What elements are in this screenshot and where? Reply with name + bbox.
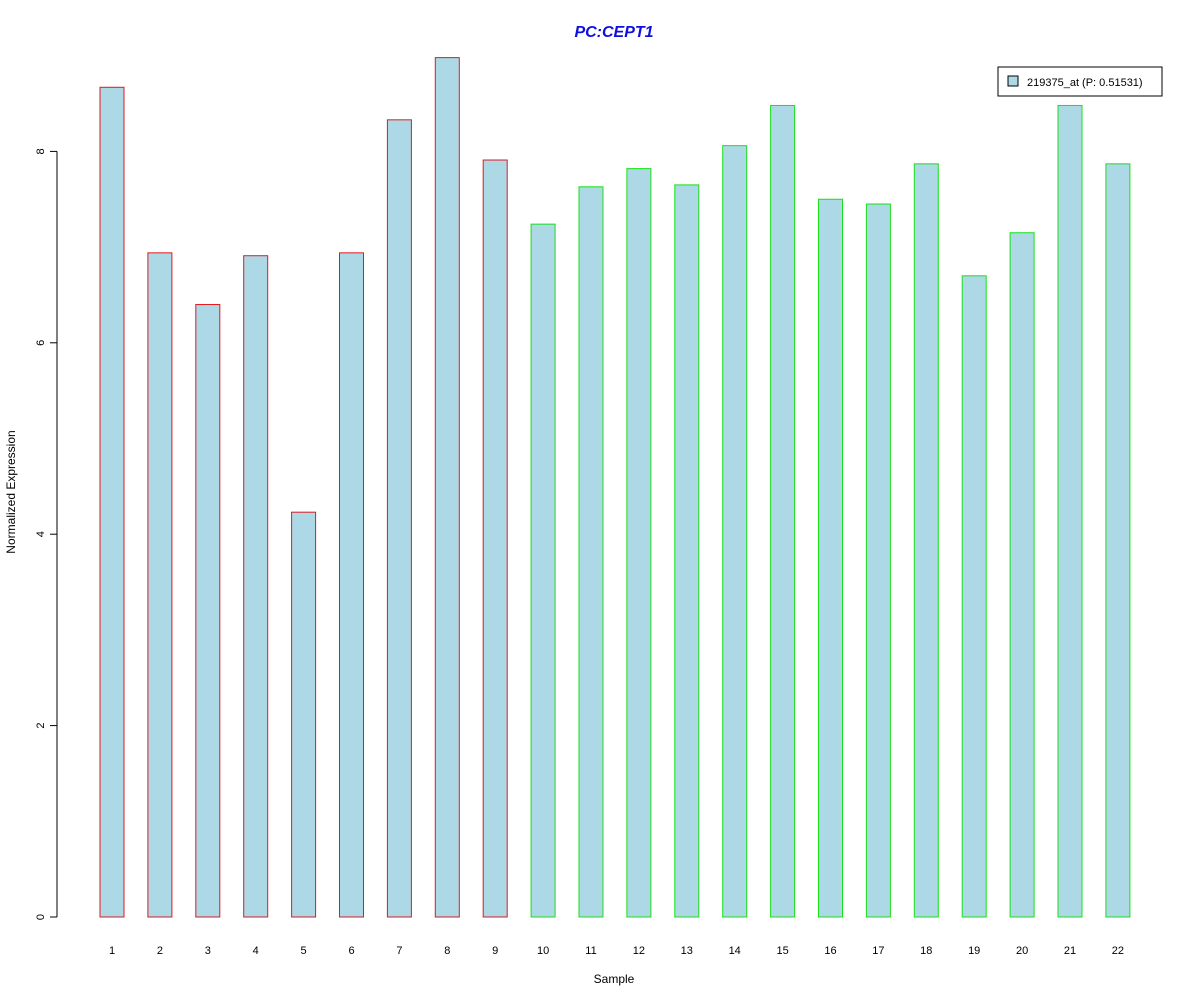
chart-title: PC:CEPT1: [574, 24, 653, 41]
bar-sample-11: [578, 186, 604, 918]
bar-sample-8: [434, 57, 460, 918]
x-tick-label: 9: [492, 945, 498, 957]
bar-sample-22: [1105, 163, 1131, 918]
bar-sample-5: [291, 511, 317, 918]
bar-sample-3: [195, 304, 221, 918]
x-tick-label: 5: [301, 945, 307, 957]
bar-sample-7: [386, 119, 412, 918]
x-tick-label: 2: [157, 945, 163, 957]
x-tick-label: 16: [824, 945, 836, 957]
legend-entry: 219375_at (P: 0.51531): [1027, 77, 1143, 89]
x-tick-label: 20: [1016, 945, 1028, 957]
y-tick-label: 4: [35, 531, 47, 537]
x-tick-label: 3: [205, 945, 211, 957]
bar-sample-2: [147, 252, 173, 918]
y-axis: 0 2 4 6 8: [35, 148, 58, 920]
x-tick-label: 4: [253, 945, 259, 957]
bar-sample-14: [722, 145, 748, 918]
x-tick-label: 15: [776, 945, 788, 957]
x-tick-label: 17: [872, 945, 884, 957]
bar-sample-1: [99, 86, 125, 918]
x-tick-label: 14: [729, 945, 741, 957]
x-tick-label: 13: [681, 945, 693, 957]
bar-sample-20: [1009, 232, 1035, 918]
bar-sample-10: [530, 223, 556, 918]
x-tick-labels: 1 2 3 4 5 6 7 8 9 10 11 12 13 14 15 16 17 18 19 20 21 22: [109, 945, 1124, 957]
x-tick-label: 10: [537, 945, 549, 957]
bar-sample-9: [482, 159, 508, 918]
x-tick-label: 18: [920, 945, 932, 957]
bar-sample-18: [913, 163, 939, 918]
x-tick-label: 8: [444, 945, 450, 957]
bar-sample-12: [626, 168, 652, 918]
x-tick-label: 19: [968, 945, 980, 957]
legend-swatch: [1007, 75, 1019, 87]
x-tick-label: 6: [348, 945, 354, 957]
y-axis-label: Normalized Expression: [4, 430, 18, 553]
y-tick-label: 8: [35, 148, 47, 154]
legend: 219375_at (P: 0.51531): [997, 66, 1163, 97]
bar-sample-15: [770, 104, 796, 918]
x-tick-label: 7: [396, 945, 402, 957]
bar-sample-17: [865, 203, 891, 918]
bar-sample-13: [674, 184, 700, 918]
x-tick-label: 21: [1064, 945, 1076, 957]
bar-sample-16: [818, 198, 843, 918]
bar-sample-6: [339, 252, 364, 918]
x-tick-label: 1: [109, 945, 115, 957]
bars-group: [99, 57, 1131, 918]
y-tick-label: 2: [35, 723, 47, 729]
y-tick-label: 6: [35, 340, 47, 346]
bar-sample-21: [1057, 104, 1083, 918]
bar-sample-19: [961, 275, 987, 918]
x-tick-label: 22: [1112, 945, 1124, 957]
x-tick-label: 11: [585, 945, 596, 957]
x-axis-label: Sample: [594, 972, 635, 986]
y-tick-label: 0: [35, 914, 47, 920]
legend-box: [997, 66, 1163, 97]
bar-sample-4: [243, 255, 269, 918]
x-tick-label: 12: [633, 945, 645, 957]
